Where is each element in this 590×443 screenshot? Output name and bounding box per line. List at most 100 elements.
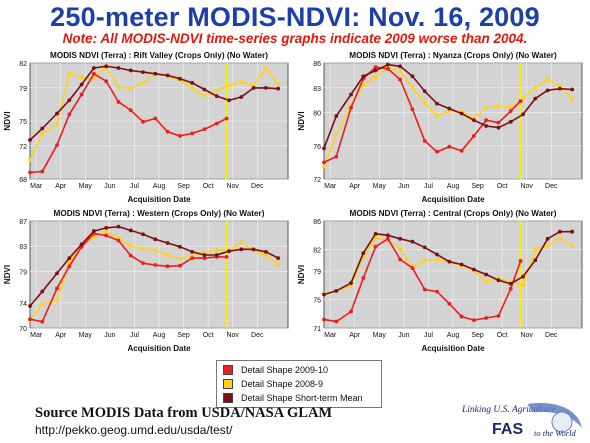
- data-point-2009: [40, 169, 45, 174]
- legend-item-2008: Detail Shape 2008-9: [223, 378, 323, 390]
- data-point-mean: [521, 112, 525, 117]
- logo-fas: FAS: [492, 421, 523, 438]
- data-point-2009: [385, 236, 390, 241]
- y-axis-label: NDVI: [3, 265, 12, 284]
- data-point-2008: [141, 80, 145, 85]
- data-point-mean: [361, 251, 366, 255]
- data-point-mean: [165, 241, 170, 245]
- x-tick-label: Mar: [324, 183, 337, 190]
- data-point-2009: [385, 66, 390, 71]
- data-point-mean: [459, 262, 464, 267]
- x-tick-label: Dec: [251, 183, 264, 190]
- data-point-2008: [398, 246, 403, 251]
- data-point-2009: [447, 301, 452, 306]
- data-point-mean: [104, 226, 109, 230]
- x-tick-label: Jul: [130, 332, 139, 339]
- x-tick-label: Aug: [447, 183, 460, 190]
- data-point-mean: [398, 236, 403, 241]
- data-point-mean: [67, 256, 72, 261]
- x-axis-label: Acquisition Date: [127, 344, 191, 353]
- x-tick-label: Sep: [471, 183, 484, 190]
- chart-legend: Detail Shape 2009-10 Detail Shape 2008-9…: [216, 360, 382, 408]
- x-tick-label: Jun: [104, 332, 115, 339]
- data-point-2009: [447, 144, 452, 149]
- y-tick-label: 75: [19, 119, 27, 126]
- data-point-mean: [496, 278, 501, 283]
- x-tick-label: Jun: [398, 332, 409, 339]
- data-point-mean: [508, 119, 513, 124]
- data-point-2009: [224, 254, 229, 259]
- data-point-mean: [55, 111, 59, 116]
- data-point-2009: [373, 65, 378, 70]
- legend-swatch-mean: [223, 393, 233, 403]
- data-point-mean: [116, 66, 121, 70]
- data-point-mean: [334, 114, 339, 118]
- page-note: Note: All MODIS-NDVI time-series graphs …: [62, 31, 528, 46]
- data-point-2008: [214, 88, 219, 93]
- data-point-2008: [508, 105, 513, 110]
- source-url[interactable]: http://pekko.geog.umd.edu/usda/test/: [35, 423, 233, 437]
- data-point-2008: [104, 229, 109, 234]
- data-point-2009: [459, 148, 464, 153]
- data-point-2008: [276, 82, 281, 87]
- data-point-mean: [471, 267, 476, 272]
- data-point-2009: [484, 118, 489, 123]
- data-point-2009: [484, 316, 489, 320]
- x-tick-label: May: [373, 183, 387, 190]
- data-point-2009: [177, 263, 182, 268]
- data-point-2008: [276, 262, 281, 267]
- data-point-2008: [263, 66, 268, 70]
- logo-line2: to the World: [534, 428, 576, 438]
- data-point-2008: [67, 260, 72, 264]
- data-point-mean: [79, 82, 84, 87]
- data-point-2009: [116, 238, 121, 243]
- data-point-2008: [190, 86, 195, 91]
- x-tick-label: Mar: [324, 332, 337, 339]
- data-point-2009: [410, 107, 415, 112]
- data-point-2009: [28, 317, 32, 322]
- data-point-2008: [177, 256, 182, 261]
- data-point-2008: [484, 105, 489, 110]
- data-point-2009: [104, 233, 109, 238]
- chart-title: MODIS NDVI (Terra) : Western (Crops Only…: [54, 209, 265, 218]
- data-point-2008: [55, 299, 59, 303]
- data-point-2009: [471, 318, 476, 323]
- chart-panel-nyanza: MODIS NDVI (Terra) : Nyanza (Crops Only)…: [296, 48, 590, 205]
- data-point-mean: [545, 236, 550, 241]
- data-point-mean: [484, 272, 489, 277]
- data-point-2009: [104, 79, 109, 84]
- data-point-2009: [398, 77, 403, 82]
- data-point-mean: [251, 247, 256, 252]
- data-point-2009: [410, 266, 415, 270]
- data-point-2009: [334, 319, 339, 324]
- x-tick-label: Dec: [545, 183, 558, 190]
- x-tick-label: Nov: [226, 183, 239, 190]
- data-point-2008: [214, 248, 219, 252]
- data-point-mean: [385, 233, 390, 238]
- data-point-2008: [67, 71, 72, 76]
- data-point-mean: [373, 231, 378, 236]
- data-point-mean: [239, 247, 244, 252]
- data-point-2008: [533, 247, 538, 252]
- y-tick-label: 72: [19, 144, 27, 151]
- x-tick-label: Sep: [177, 183, 190, 190]
- data-point-2008: [165, 253, 170, 257]
- data-point-mean: [570, 229, 575, 234]
- data-point-mean: [128, 228, 133, 233]
- data-point-2008: [435, 114, 439, 118]
- legend-swatch-2008: [223, 379, 233, 389]
- data-point-2009: [141, 261, 145, 266]
- chart-title: MODIS NDVI (Terra) : Nyanza (Crops Only)…: [349, 51, 557, 60]
- data-point-2008: [361, 83, 366, 88]
- data-point-2008: [141, 246, 145, 251]
- data-point-mean: [251, 85, 256, 90]
- data-point-2009: [322, 160, 326, 165]
- data-point-2009: [349, 105, 353, 110]
- data-point-mean: [322, 292, 326, 297]
- data-point-mean: [570, 87, 575, 92]
- globe-icon: [551, 411, 573, 433]
- data-point-2008: [239, 80, 244, 84]
- data-point-2008: [496, 104, 501, 108]
- data-point-mean: [153, 71, 158, 76]
- data-point-2008: [545, 244, 550, 248]
